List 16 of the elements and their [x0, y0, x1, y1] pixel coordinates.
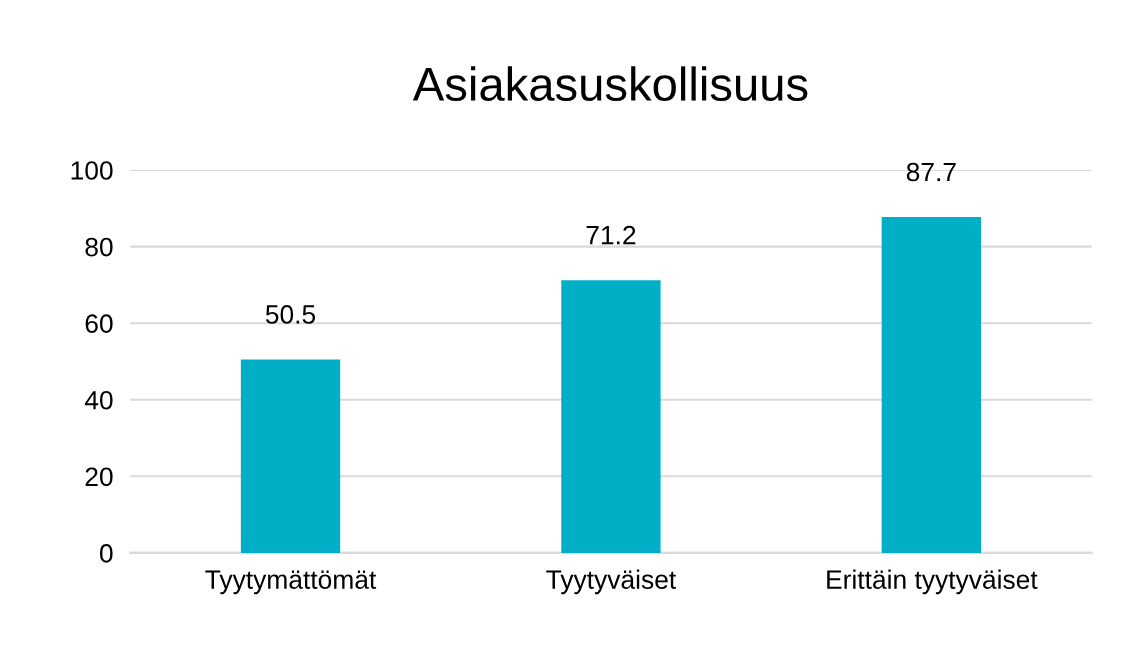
bar: [240, 359, 341, 553]
x-tick-label: Tyytyväiset: [546, 569, 676, 595]
y-tick-label: 100: [71, 161, 113, 180]
y-tick-label: 0: [99, 544, 113, 563]
data-label: 50.5: [265, 305, 316, 324]
bar: [561, 280, 661, 553]
y-tick-label: 20: [85, 467, 113, 487]
y-tick-label: 40: [84, 390, 113, 410]
y-tick-label: 80: [85, 237, 113, 257]
chart-title: Asiakasuskollisuus: [412, 66, 808, 102]
x-tick-label: Tyytymättömät: [205, 570, 377, 595]
y-tick-label: 60: [85, 314, 113, 333]
data-label: 71.2: [586, 225, 636, 245]
bar: [881, 217, 982, 553]
data-label: 87.7: [906, 162, 956, 182]
x-tick-label: Erittäin tyytyväiset: [827, 569, 1038, 595]
